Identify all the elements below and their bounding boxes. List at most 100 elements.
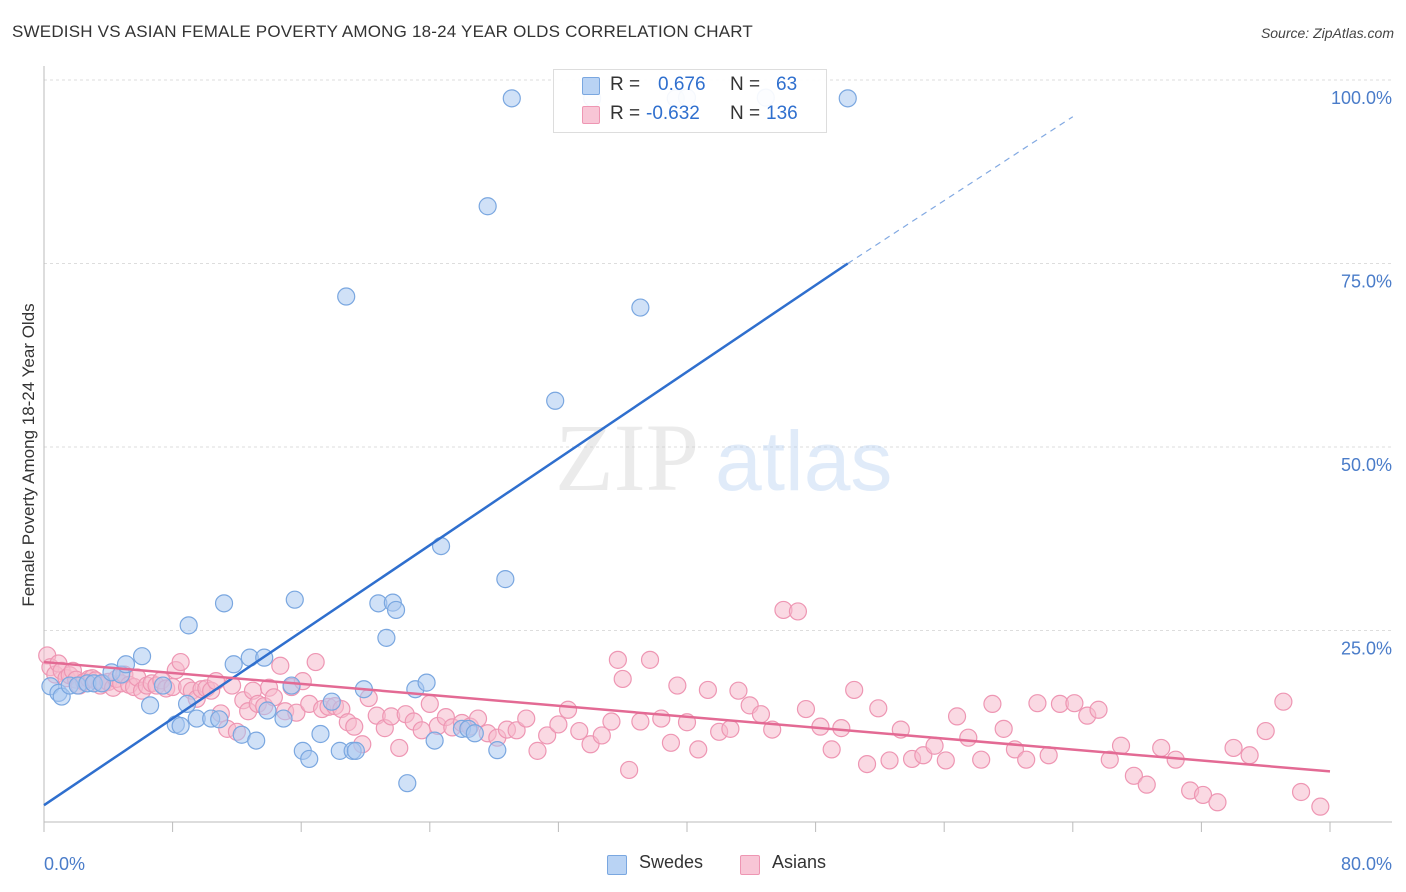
asians-point-149 [1256,721,1275,741]
source-label: Source: ZipAtlas.com [1260,25,1394,41]
asians-point-137 [1089,700,1108,719]
asians-point-95 [620,760,639,780]
legend-r-label: R = [610,103,641,124]
watermark-zip: ZIP [555,404,699,511]
asians-point-69 [390,738,409,758]
asians-point-85 [528,741,547,760]
asians-point-119 [880,751,899,770]
swedes-point-58 [631,298,650,317]
asians-swatch [582,106,600,124]
asians-point-102 [689,740,708,759]
asians-point-84 [517,709,536,728]
swedes-point-12 [140,696,160,715]
legend-n-label: N = [730,103,761,124]
chart-title: SWEDISH VS ASIAN FEMALE POVERTY AMONG 18… [12,22,753,41]
swedes-point-22 [224,655,243,674]
asians-point-128 [983,694,1002,714]
asians-point-32 [171,652,190,672]
y-tick-label-2: 75.0% [1341,272,1392,292]
legend-swedes-n: 63 [776,74,798,95]
swedes-trend-line [43,262,849,807]
y-tick-label-0: 25.0% [1341,639,1392,659]
x-tick-label-min: 0.0% [44,854,85,874]
grid-lines [44,79,1392,631]
swedes-point-36 [337,287,356,306]
asians-point-86 [538,726,557,745]
legend-r-label: R = [610,74,641,95]
swedes-point-29 [282,676,301,695]
y-tick-label-3: 100.0% [1331,88,1392,108]
swedes-point-28 [274,709,293,728]
swedes-point-46 [417,673,436,692]
asians-point-73 [420,694,439,714]
swedes-point-56 [546,391,565,410]
trend-lines [43,116,1331,807]
y-tick-label-1: 50.0% [1341,455,1392,475]
asians-point-116 [845,680,864,700]
swedes-point-30 [285,590,304,609]
swedes-points [41,88,857,793]
asians-point-145 [1193,785,1213,805]
swedes-point-15 [171,716,190,736]
swedes-point-25 [247,731,266,750]
asians-point-147 [1224,738,1243,758]
swedes-point-17 [179,616,198,635]
y-tick-labels: 25.0% 50.0% 75.0% 100.0% [1331,88,1392,659]
stats-legend: R = 0.676 N = 63 R = -0.632 N = 136 [553,69,827,133]
legend-asians-r: -0.632 [646,103,700,124]
asians-point-100 [668,676,687,695]
swedes-point-38 [346,741,365,760]
legend-swedes-r: 0.676 [658,74,706,95]
asians-point-63 [345,717,364,736]
asians-point-151 [1291,782,1311,802]
swedes-legend-label: Swedes [639,852,704,872]
asians-point-105 [721,719,740,738]
asians-point-83 [507,721,526,740]
asians-point-150 [1274,692,1293,711]
swedes-point-34 [322,692,341,711]
asians-point-141 [1137,775,1156,794]
asians-point-127 [972,750,991,769]
swedes-point-55 [502,89,521,108]
asians-point-139 [1111,736,1131,755]
asians-point-114 [822,740,841,759]
asians-point-93 [608,650,627,669]
swedes-point-33 [311,724,330,744]
swedes-trend-extension [847,116,1074,265]
asians-points [38,600,1330,816]
watermark-atlas: atlas [715,414,892,508]
swedes-point-20 [210,710,229,729]
asians-point-126 [959,728,978,747]
x-tick-label-max: 80.0% [1341,854,1392,874]
asians-point-131 [1017,750,1036,769]
legend-n-label: N = [730,74,761,95]
swedes-point-41 [377,628,396,647]
asians-point-97 [640,650,660,669]
asians-point-152 [1311,797,1330,816]
asians-point-94 [613,669,632,689]
legend-asians-n: 136 [766,103,798,124]
y-axis-label: Female Poverty Among 18-24 Year Olds [19,303,38,606]
asians-point-129 [994,719,1013,738]
swedes-point-54 [496,570,515,589]
asians-point-132 [1028,694,1047,713]
asians-point-138 [1100,750,1119,769]
swedes-point-53 [488,741,507,760]
swedes-point-21 [214,594,234,613]
watermark: ZIP atlas [555,404,892,511]
swedes-point-27 [258,701,277,720]
asians-point-106 [729,681,748,700]
asians-point-108 [751,705,771,724]
asians-point-148 [1240,746,1259,765]
swedes-point-51 [465,724,484,743]
asians-point-99 [661,733,681,752]
asians-point-57 [306,652,325,672]
swedes-point-62 [838,89,857,108]
asians-point-98 [652,709,671,728]
asians-point-103 [698,680,717,700]
asians-legend-swatch [740,855,760,875]
asians-trend-line [43,660,1331,773]
asians-point-88 [558,700,578,719]
swedes-point-11 [132,647,152,666]
